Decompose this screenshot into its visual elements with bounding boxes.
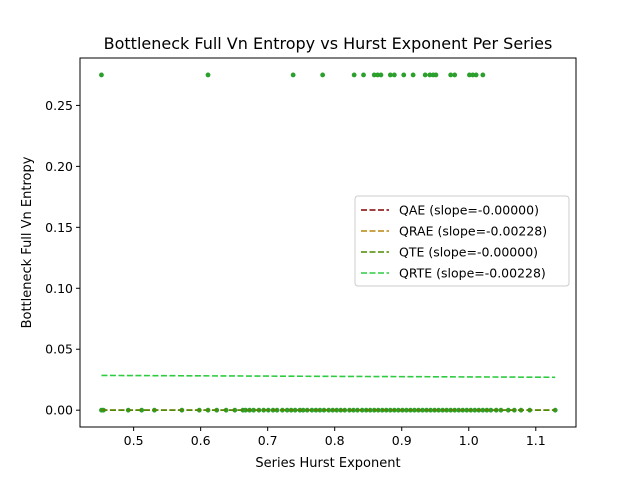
scatter-point — [284, 407, 290, 413]
scatter-point — [326, 407, 332, 413]
scatter-point — [351, 72, 357, 78]
x-tick-label: 0.6 — [191, 433, 211, 448]
scatter-point — [292, 407, 298, 413]
scatter-point — [317, 407, 323, 413]
legend-label: QRTE (slope=-0.00228) — [399, 266, 546, 281]
scatter-point — [473, 72, 479, 78]
chart-title: Bottleneck Full Vn Entropy vs Hurst Expo… — [104, 34, 553, 53]
x-axis-ticks: 0.5 0.6 0.7 0.8 0.9 1.0 1.1 — [124, 427, 546, 448]
scatter-point — [498, 407, 504, 413]
scatter-point — [290, 72, 296, 78]
scatter-point — [139, 407, 145, 413]
y-axis-label: Bottleneck Full Vn Entropy — [20, 156, 35, 328]
plot-content — [99, 72, 558, 413]
scatter-point — [300, 407, 306, 413]
scatter-point — [464, 407, 470, 413]
scatter-point — [427, 72, 433, 78]
legend-box — [354, 195, 570, 287]
x-tick-label: 0.7 — [258, 433, 278, 448]
fit-lines — [101, 374, 556, 411]
scatter-point — [99, 72, 104, 78]
x-tick-label: 0.8 — [325, 433, 345, 448]
scatter-point — [404, 407, 409, 413]
x-tick-label: 1.1 — [526, 433, 546, 448]
scatter-point — [375, 72, 380, 78]
scatter-point — [433, 72, 439, 78]
scatter-point — [470, 72, 476, 78]
scatter-point — [378, 72, 384, 78]
scatter-point — [422, 72, 428, 78]
scatter-point — [387, 72, 393, 78]
legend-label: QTE (slope=-0.00000) — [399, 245, 538, 260]
scatter-point — [467, 72, 472, 78]
y-tick-label: 0.00 — [45, 403, 73, 418]
legend: QAE (slope=-0.00000) QRAE (slope=-0.00228… — [354, 195, 570, 287]
scatter-point — [309, 407, 315, 413]
fit-line — [101, 374, 556, 379]
scatter-point — [361, 72, 366, 78]
scatter-point — [243, 407, 248, 413]
scatter-point — [480, 72, 486, 78]
scatter-point — [387, 407, 393, 413]
legend-label: QAE (slope=-0.00000) — [399, 203, 539, 218]
y-tick-label: 0.20 — [45, 159, 73, 174]
scatter-point — [420, 407, 425, 413]
scatter-point — [251, 407, 256, 413]
x-tick-label: 0.5 — [124, 433, 144, 448]
scatter-point — [395, 407, 401, 413]
plot-frame — [79, 57, 577, 428]
x-tick-label: 1.0 — [459, 433, 479, 448]
scatter-point — [480, 407, 486, 413]
scatter-point — [488, 407, 494, 413]
scatter-point — [505, 407, 511, 413]
scatter-point — [371, 72, 377, 78]
x-axis-label: Series Hurst Exponent — [255, 456, 400, 471]
scatter-point — [472, 407, 478, 413]
y-tick-label: 0.15 — [45, 220, 73, 235]
y-tick-label: 0.10 — [45, 281, 73, 296]
y-tick-label: 0.25 — [45, 98, 73, 113]
x-tick-label: 0.9 — [392, 433, 412, 448]
scatter-point — [448, 72, 454, 78]
scatter-point — [412, 407, 417, 413]
scatter-point — [452, 72, 458, 78]
y-axis-ticks: 0.00 0.05 0.10 0.15 0.20 0.25 — [45, 98, 80, 418]
scatter-point — [391, 72, 397, 78]
scatter-point — [410, 72, 416, 78]
scatter-point — [428, 407, 433, 413]
legend-label: QRAE (slope=-0.00228) — [399, 224, 547, 239]
scatter-point — [401, 72, 407, 78]
y-tick-label: 0.05 — [45, 342, 73, 357]
scatter-point — [320, 72, 326, 78]
scatter-point — [205, 72, 211, 78]
